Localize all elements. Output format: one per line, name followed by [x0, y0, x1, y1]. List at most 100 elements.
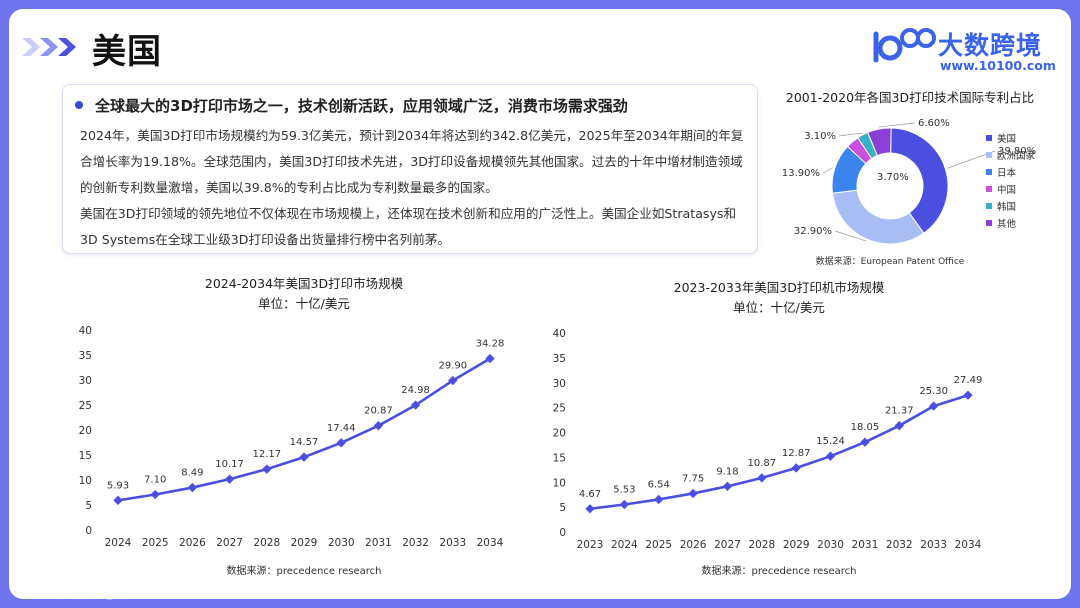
data-point — [187, 482, 198, 493]
pie-slice — [890, 127, 949, 234]
y-tick-label: 10 — [79, 475, 92, 487]
data-point — [825, 451, 836, 461]
data-label: 34.28 — [476, 339, 505, 350]
legend-label: 韩国 — [997, 201, 1016, 213]
x-tick-label: 2026 — [179, 537, 206, 549]
data-label: 27.49 — [954, 375, 983, 386]
x-tick-label: 2030 — [817, 539, 844, 551]
x-tick-label: 2025 — [645, 539, 672, 551]
data-label: 20.87 — [364, 406, 393, 417]
pie-data-label: 6.60% — [918, 118, 950, 129]
x-tick-label: 2027 — [216, 537, 243, 549]
y-tick-label: 25 — [79, 400, 92, 412]
chart-subtitle: 单位：十亿/美元 — [733, 300, 825, 315]
legend-swatch — [986, 186, 992, 192]
legend-label: 中国 — [997, 184, 1016, 196]
chart-title: 2024-2034年美国3D打印市场规模 — [205, 276, 404, 291]
y-tick-label: 40 — [553, 328, 566, 340]
chart-source: 数据来源：European Patent Office — [816, 255, 965, 267]
printer-market-line-chart: 2023-2033年美国3D打印机市场规模单位：十亿/美元05101520253… — [553, 280, 983, 577]
data-label: 21.37 — [885, 406, 914, 417]
watermark-logo-icon — [14, 576, 54, 596]
y-tick-label: 35 — [553, 353, 566, 365]
pie-data-label: 3.70% — [877, 172, 909, 183]
x-tick-label: 2033 — [920, 539, 947, 551]
x-tick-label: 2034 — [955, 539, 982, 551]
data-label: 5.93 — [107, 480, 129, 491]
data-label: 7.10 — [144, 475, 166, 486]
y-tick-label: 15 — [79, 450, 92, 462]
logo-text: 大数跨境 — [938, 31, 1043, 60]
y-tick-label: 5 — [559, 502, 566, 514]
data-label: 10.87 — [747, 458, 776, 469]
y-tick-label: 30 — [79, 375, 92, 387]
legend-label: 其他 — [997, 218, 1017, 230]
data-point — [224, 474, 235, 484]
x-tick-label: 2027 — [714, 539, 741, 551]
data-label: 29.90 — [438, 361, 467, 372]
x-tick-label: 2024 — [611, 539, 638, 551]
info-body: 2024年，美国3D打印市场规模约为59.3亿美元，预计到2034年将达到约34… — [80, 123, 750, 253]
series-line — [117, 357, 491, 502]
market-size-line-chart: 2024-2034年美国3D打印市场规模单位：十亿/美元051015202530… — [79, 276, 505, 577]
pie-data-label: 13.90% — [782, 168, 820, 179]
x-tick-label: 2030 — [328, 537, 355, 549]
watermark: 大数跨境 — [12, 572, 152, 602]
pie-data-label: 3.10% — [804, 131, 836, 142]
legend-swatch — [986, 135, 992, 141]
x-tick-label: 2026 — [680, 539, 707, 551]
data-point — [485, 353, 495, 364]
info-paragraph: 2024年，美国3D打印市场规模约为59.3亿美元，预计到2034年将达到约34… — [80, 128, 744, 195]
chart-title: 2023-2033年美国3D打印机市场规模 — [674, 280, 885, 295]
data-point — [791, 463, 801, 473]
chevron-arrows-icon — [22, 38, 76, 56]
legend-label: 美国 — [997, 133, 1016, 145]
x-tick-label: 2029 — [783, 539, 810, 551]
x-tick-label: 2029 — [291, 537, 318, 549]
data-point — [262, 464, 272, 474]
data-label: 6.54 — [648, 479, 670, 490]
chart-subtitle: 单位：十亿/美元 — [258, 296, 350, 311]
y-tick-label: 0 — [85, 525, 92, 537]
chart-source: 数据来源：precedence research — [702, 564, 857, 577]
data-label: 12.87 — [782, 448, 811, 459]
info-box: 全球最大的3D打印市场之一，技术创新活跃，应用领域广泛，消费市场需求强劲 202… — [62, 84, 758, 254]
patent-share-pie-chart: 2001-2020年各国3D打印技术国际专利占比 39.80% 32.90% 13.9… — [782, 90, 1036, 267]
watermark-text: 大数跨境 — [56, 578, 136, 602]
pie-slice — [867, 127, 892, 157]
logo-url: www.10100.com — [940, 58, 1056, 73]
y-tick-label: 15 — [553, 452, 566, 464]
x-tick-label: 2032 — [886, 539, 913, 551]
pie-leader-line — [834, 230, 867, 242]
data-point — [963, 390, 973, 400]
info-heading-text: 全球最大的3D打印市场之一，技术创新活跃，应用领域广泛，消费市场需求强劲 — [95, 97, 628, 115]
data-label: 7.75 — [682, 473, 704, 484]
x-tick-label: 2028 — [253, 537, 280, 549]
data-label: 12.17 — [252, 449, 281, 460]
data-label: 18.05 — [851, 422, 880, 433]
legend-swatch — [986, 152, 992, 158]
data-label: 8.49 — [181, 468, 203, 479]
x-tick-label: 2024 — [105, 537, 132, 549]
brand-logo: 大数跨境 www.10100.com — [868, 20, 1058, 76]
data-point — [410, 400, 421, 410]
data-point — [654, 494, 664, 505]
y-tick-label: 5 — [85, 500, 92, 512]
data-label: 15.24 — [816, 436, 845, 447]
page-title: 美国 — [92, 32, 162, 72]
x-tick-label: 2025 — [142, 537, 169, 549]
data-point — [336, 438, 346, 448]
data-point — [722, 481, 733, 491]
data-label: 14.57 — [290, 437, 319, 448]
y-tick-label: 35 — [79, 350, 92, 362]
y-tick-label: 20 — [79, 425, 92, 437]
data-label: 4.67 — [579, 489, 601, 500]
x-tick-label: 2031 — [365, 537, 392, 549]
legend-swatch — [986, 203, 992, 209]
series-line — [589, 393, 969, 511]
x-tick-label: 2028 — [748, 539, 775, 551]
y-tick-label: 25 — [553, 403, 566, 415]
x-tick-label: 2034 — [477, 537, 504, 549]
y-tick-label: 20 — [553, 428, 566, 440]
pie-leader-line — [822, 167, 834, 174]
